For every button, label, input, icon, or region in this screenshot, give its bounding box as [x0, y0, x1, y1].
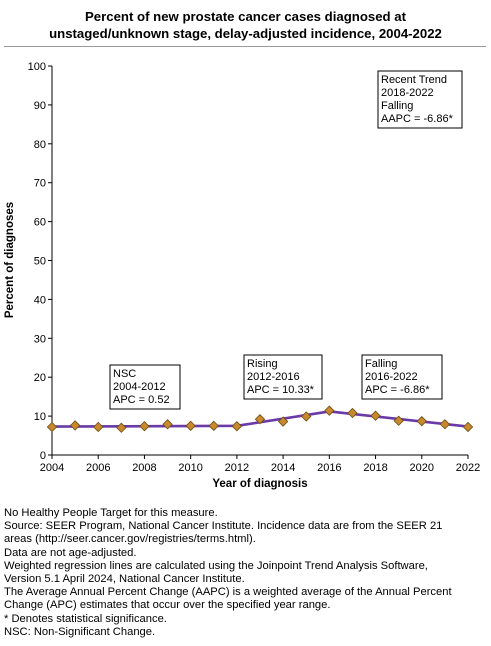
y-tick-label: 0 — [40, 450, 46, 462]
annotation-text: NSC — [113, 368, 136, 380]
chart-title-line-2: unstaged/unknown stage, delay-adjusted i… — [49, 26, 442, 41]
annotation-box-frame — [109, 364, 181, 410]
observed-data-point — [393, 415, 404, 426]
observed-data-point — [439, 419, 451, 430]
annotation-box-frame — [243, 354, 323, 400]
annotation-text: APC = -6.86* — [365, 384, 430, 396]
observed-data-point — [254, 414, 266, 425]
observed-data-point — [69, 420, 81, 431]
footnotes: No Healthy People Target for this measur… — [4, 507, 490, 639]
annotation-text: Falling — [381, 100, 413, 112]
y-tick-label: 100 — [28, 61, 46, 73]
annotation-text: 2018-2022 — [381, 87, 434, 99]
annotation-text: APC = 10.33* — [247, 384, 315, 396]
chart-title-line-1: Percent of new prostate cancer cases dia… — [84, 9, 406, 24]
footnote-line: Version 5.1 April 2024, National Cancer … — [4, 573, 245, 586]
x-tick-label: 2020 — [410, 462, 434, 474]
x-tick-label: 2016 — [317, 462, 341, 474]
x-tick-label: 2012 — [225, 462, 249, 474]
observed-data-point — [416, 415, 427, 427]
y-tick-label: 20 — [34, 372, 46, 384]
annotation-text: APC = 0.52 — [113, 394, 170, 406]
observed-data-point — [231, 421, 243, 432]
annotation-text: Rising — [247, 358, 278, 370]
annotation-box-frame — [361, 354, 443, 400]
footnote-line: * Denotes statistical significance. — [4, 612, 167, 625]
x-axis-title: Year of diagnosis — [212, 478, 307, 490]
annotation-text: 2012-2016 — [247, 371, 300, 383]
y-tick-label: 30 — [34, 333, 46, 345]
footnote-line: NSC: Non-Significant Change. — [4, 625, 156, 638]
x-tick-label: 2010 — [178, 462, 202, 474]
observed-data-point — [277, 416, 289, 427]
annotation-text: 2016-2022 — [365, 371, 418, 383]
observed-data-point — [162, 419, 173, 430]
x-tick-label: 2006 — [86, 462, 110, 474]
footnote-line: Change (APC) estimates that occur over t… — [4, 599, 331, 612]
y-axis-title: Percent of diagnoses — [4, 202, 16, 318]
y-tick-label: 50 — [34, 256, 46, 268]
footnote-line: Weighted regression lines are calculated… — [4, 559, 428, 572]
observed-data-point — [208, 420, 219, 431]
prostate-unstaged-trend-chart: 0 10 20 30 40 50 60 70 80 90 100 2004 2006 2008 2010 20… — [4, 61, 480, 490]
y-tick-label: 70 — [34, 178, 46, 190]
y-tick-label: 80 — [34, 139, 46, 151]
y-tick-label: 90 — [34, 100, 46, 112]
x-tick-label: 2004 — [40, 462, 64, 474]
x-tick-label: 2014 — [271, 462, 295, 474]
observed-data-point — [324, 405, 335, 416]
x-tick-label: 2008 — [132, 462, 156, 474]
observed-data-point — [116, 422, 127, 433]
observed-data-point — [370, 410, 381, 421]
observed-data-point — [46, 421, 58, 433]
observed-data-point — [347, 407, 358, 419]
footnote-line: Data are not age-adjusted. — [4, 546, 137, 559]
footnote-line: areas (http://seer.cancer.gov/registries… — [4, 533, 256, 546]
footnote-line: Source: SEER Program, National Cancer In… — [4, 520, 443, 533]
x-tick-label: 2018 — [363, 462, 387, 474]
annotation-text: Falling — [365, 358, 397, 370]
x-tick-label: 2022 — [456, 462, 480, 474]
annotation-text: 2004-2012 — [113, 381, 166, 393]
chart-title: Percent of new prostate cancer cases dia… — [0, 8, 491, 42]
observed-data-point — [93, 421, 104, 433]
title-divider — [4, 46, 486, 47]
y-tick-label: 10 — [34, 411, 46, 423]
observed-data-point — [139, 421, 150, 432]
annotation-box-frame — [377, 70, 463, 129]
footnote-line: No Healthy People Target for this measur… — [4, 507, 218, 519]
observed-data-point — [185, 420, 196, 431]
annotation-text: Recent Trend — [381, 74, 447, 86]
observed-data-point — [462, 421, 474, 433]
annotation-text: AAPC = -6.86* — [381, 113, 454, 125]
y-tick-label: 60 — [34, 217, 46, 229]
footnote-line: The Average Annual Percent Change (AAPC)… — [4, 586, 452, 599]
y-tick-label: 40 — [34, 294, 46, 306]
observed-data-point — [301, 411, 312, 422]
